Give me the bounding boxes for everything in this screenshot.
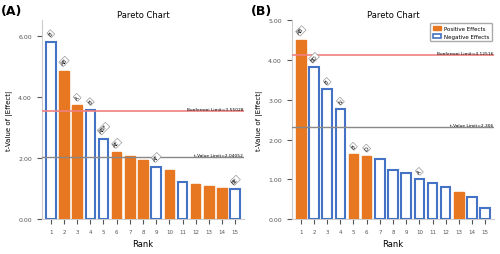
Bar	[191, 185, 200, 219]
Text: Bonferroni Limit=3.55028: Bonferroni Limit=3.55028	[186, 107, 243, 111]
Bar	[164, 170, 174, 219]
Title: Pareto Chart: Pareto Chart	[116, 11, 170, 20]
Bar	[46, 42, 56, 219]
Text: (A): (A)	[1, 5, 22, 18]
Text: B: B	[88, 99, 94, 105]
Bar	[178, 182, 188, 219]
Text: B: B	[48, 31, 54, 38]
Y-axis label: t-Value of |Effect|: t-Value of |Effect|	[256, 90, 262, 150]
Bar	[59, 71, 69, 219]
Bar	[112, 153, 122, 219]
Text: N: N	[337, 99, 344, 105]
Bar	[388, 171, 398, 219]
X-axis label: Rank: Rank	[382, 240, 404, 248]
Text: AB: AB	[296, 27, 305, 36]
Bar	[402, 173, 411, 219]
Text: AF: AF	[152, 154, 160, 162]
Bar	[375, 159, 384, 219]
Y-axis label: t-Value of |Effect|: t-Value of |Effect|	[6, 90, 12, 150]
Bar	[428, 184, 438, 219]
Title: Pareto Chart: Pareto Chart	[366, 11, 420, 20]
Bar	[72, 106, 82, 219]
Bar	[414, 180, 424, 219]
Legend: Positive Effects, Negative Effects: Positive Effects, Negative Effects	[430, 24, 492, 42]
Text: AE: AE	[112, 139, 121, 148]
Bar	[441, 187, 450, 219]
Text: BE: BE	[231, 177, 239, 185]
Text: B: B	[324, 79, 330, 85]
X-axis label: Rank: Rank	[132, 240, 154, 248]
Bar	[468, 198, 477, 219]
Bar	[349, 155, 358, 219]
Text: ABF: ABF	[98, 124, 109, 134]
Bar	[218, 188, 227, 219]
Text: t-Value Limit=2.306: t-Value Limit=2.306	[450, 124, 493, 128]
Bar	[480, 208, 490, 219]
Bar	[230, 190, 240, 219]
Bar	[138, 161, 148, 219]
Bar	[99, 139, 108, 219]
Bar	[309, 68, 318, 219]
Text: t-Value Limit=2.04052: t-Value Limit=2.04052	[194, 153, 243, 157]
Text: D: D	[364, 145, 370, 152]
Bar	[296, 41, 306, 219]
Bar	[125, 157, 134, 219]
Text: BD: BD	[310, 54, 318, 63]
Bar	[362, 157, 372, 219]
Text: AB: AB	[60, 58, 68, 67]
Bar	[152, 167, 161, 219]
Bar	[336, 110, 345, 219]
Bar	[86, 110, 95, 219]
Bar	[322, 90, 332, 219]
Bar	[454, 192, 464, 219]
Text: A: A	[416, 169, 422, 175]
Text: (B): (B)	[251, 5, 272, 18]
Text: Bonferroni Limit=4.12516: Bonferroni Limit=4.12516	[437, 52, 493, 56]
Text: B: B	[350, 144, 356, 150]
Bar	[204, 187, 214, 219]
Text: A: A	[74, 95, 80, 101]
